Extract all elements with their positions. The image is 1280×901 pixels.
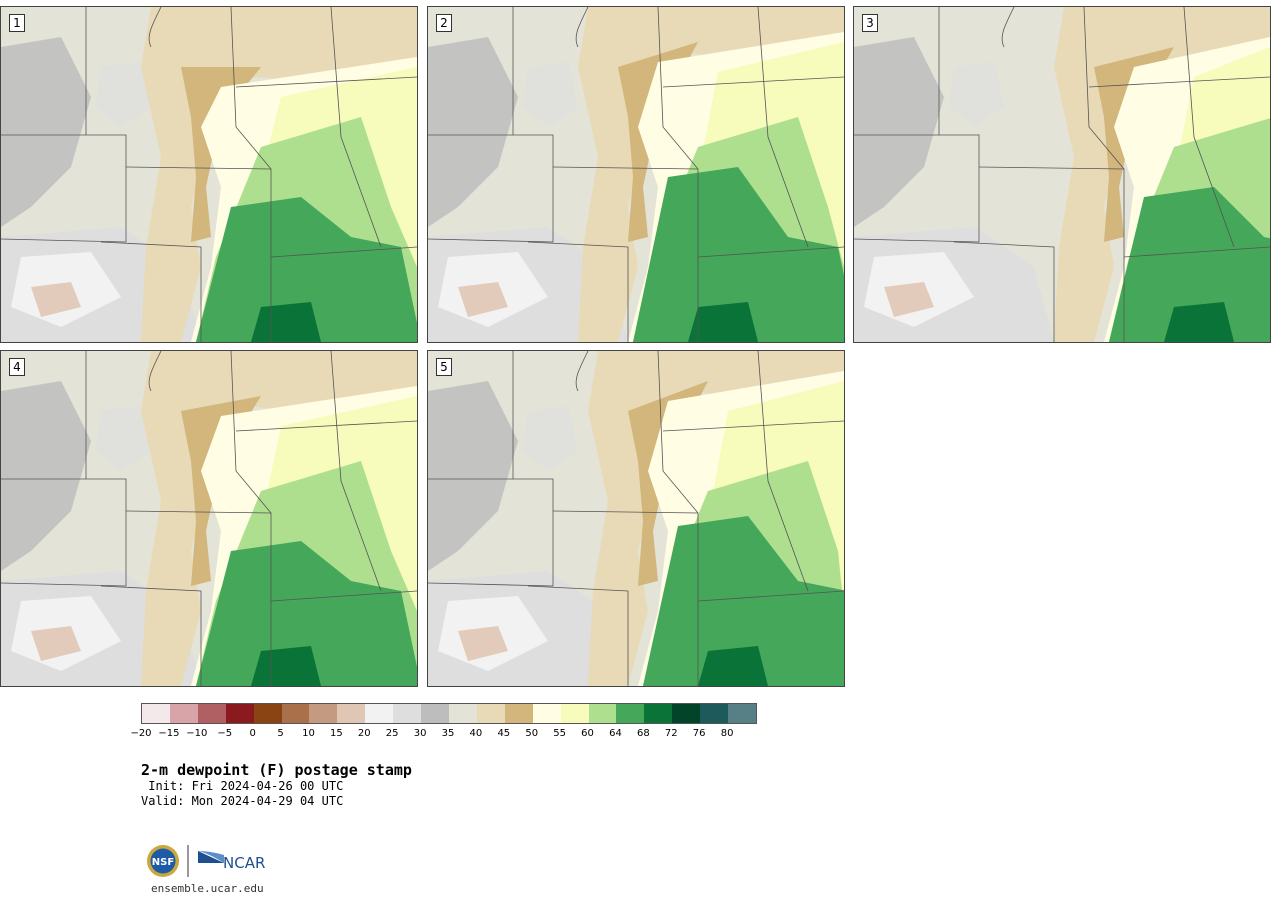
colorbar-segment <box>644 704 673 723</box>
site-url: ensemble.ucar.edu <box>151 882 264 895</box>
colorbar-tick-label: 55 <box>553 728 566 739</box>
colorbar-tick-label: −5 <box>217 728 233 739</box>
colorbar-segment <box>616 704 645 723</box>
map-panel-4: 4 <box>0 350 418 687</box>
panel-number-label: 5 <box>436 358 452 376</box>
dewpoint-map <box>854 7 1270 342</box>
colorbar-segment <box>700 704 729 723</box>
colorbar-tick-label: 5 <box>277 728 284 739</box>
colorbar-segment <box>560 704 589 723</box>
dewpoint-map <box>1 351 417 686</box>
svg-text:NSF: NSF <box>152 857 174 868</box>
map-panel-2: 2 <box>427 6 845 343</box>
colorbar-tick-label: 80 <box>720 728 734 739</box>
colorbar-tick-label: 64 <box>609 728 622 739</box>
colorbar-ticks: −20 −15 −10 −5 0 5 10 15 20 25 30 35 40 45 50 55 60 64 68 7… <box>130 728 755 742</box>
colorbar-tick-label: 76 <box>692 728 706 739</box>
colorbar-segment <box>142 704 170 723</box>
dewpoint-map <box>428 351 844 686</box>
colorbar-tick-label: 30 <box>413 728 427 739</box>
panel-number-label: 4 <box>9 358 25 376</box>
valid-time: Valid: Mon 2024-04-29 04 UTC <box>141 794 344 808</box>
chart-title: 2-m dewpoint (F) postage stamp <box>141 761 412 779</box>
colorbar-tick-label: −15 <box>158 728 180 739</box>
colorbar-tick-label: 15 <box>329 728 343 739</box>
map-panel-5: 5 <box>427 350 845 687</box>
colorbar-tick-label: 20 <box>357 728 371 739</box>
colorbar-segment <box>169 704 198 723</box>
map-panel-1: 1 <box>0 6 418 343</box>
colorbar-segment <box>476 704 505 723</box>
colorbar-tick-label: 40 <box>469 728 483 739</box>
svg-text:NCAR: NCAR <box>223 854 265 872</box>
colorbar-tick-label: 68 <box>636 728 650 739</box>
ncar-mark-icon <box>198 851 224 863</box>
panel-number-label: 3 <box>862 14 878 32</box>
colorbar-segment <box>588 704 617 723</box>
colorbar <box>141 703 757 724</box>
colorbar-tick-label: 50 <box>525 728 539 739</box>
colorbar-segment <box>393 704 422 723</box>
dewpoint-map <box>428 7 844 342</box>
colorbar-segment <box>225 704 254 723</box>
colorbar-tick-label: −20 <box>130 728 152 739</box>
colorbar-tick-label: 35 <box>441 728 455 739</box>
colorbar-tick-label: −10 <box>186 728 208 739</box>
colorbar-segment <box>197 704 226 723</box>
colorbar-tick-label: 72 <box>664 728 678 739</box>
colorbar-segment <box>337 704 366 723</box>
colorbar-tick-label: 25 <box>385 728 399 739</box>
map-panel-3: 3 <box>853 6 1271 343</box>
init-time: Init: Fri 2024-04-26 00 UTC <box>141 779 344 793</box>
colorbar-segment <box>532 704 561 723</box>
colorbar-segment <box>309 704 338 723</box>
dewpoint-map <box>1 7 417 342</box>
panel-number-label: 1 <box>9 14 25 32</box>
colorbar-segment <box>448 704 477 723</box>
colorbar-segment <box>728 704 756 723</box>
nsf-ncar-logo: NSF NCAR <box>147 845 265 877</box>
colorbar-segment <box>421 704 449 723</box>
colorbar-tick-label: 10 <box>302 728 315 739</box>
panel-number-label: 2 <box>436 14 452 32</box>
colorbar-segment <box>281 704 310 723</box>
colorbar-tick-label: 0 <box>249 728 256 739</box>
colorbar-segment <box>672 704 701 723</box>
colorbar-segment <box>253 704 282 723</box>
colorbar-tick-label: 60 <box>581 728 594 739</box>
colorbar-tick-label: 45 <box>497 728 511 739</box>
colorbar-segment <box>365 704 394 723</box>
colorbar-segment <box>504 704 533 723</box>
